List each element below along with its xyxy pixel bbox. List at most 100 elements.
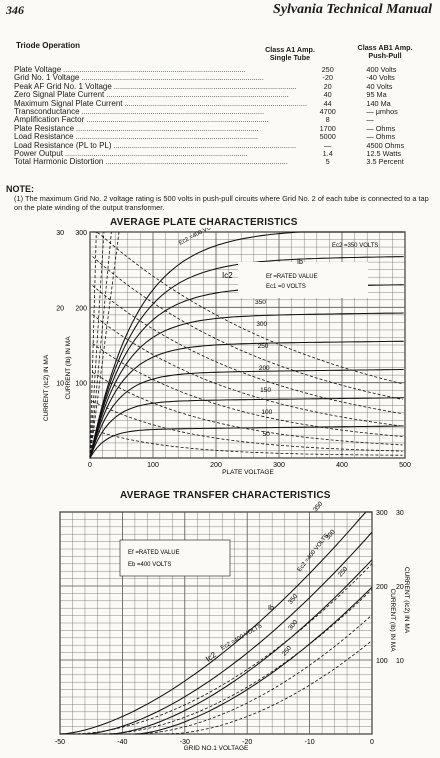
spec-value-a1: 5: [325, 157, 330, 167]
spec-label: Total Harmonic Distortion: [14, 158, 104, 167]
plate-annot-ec2-350: Ec2 =350 VOLTS: [332, 243, 378, 249]
spec-row: Load Resistance ........................…: [14, 132, 440, 142]
spec-label: Load Resistance: [14, 133, 74, 142]
spec-value-a1: 5000: [319, 132, 336, 142]
spec-label-cell: Total Harmonic Distortion ..............…: [14, 158, 307, 166]
note-heading: NOTE:: [6, 184, 34, 194]
curve-label: 50: [263, 431, 271, 438]
plate-current-curve: [134, 586, 373, 735]
y-tick-label-ib: 300: [75, 230, 87, 237]
dashed-diagonal-line: [89, 231, 112, 459]
y-tick-label-ib: 100: [376, 658, 388, 665]
spec-row: Load Resistance (PL to PL) .............…: [14, 141, 440, 150]
spec-label: Zero Signal Plate Current: [14, 91, 105, 100]
leader-dots: ........................................…: [104, 91, 289, 100]
spec-row: Power Output ...........................…: [14, 149, 440, 158]
y-tick-label-ic2: 30: [396, 510, 404, 517]
spec-row: Grid No. 1 Voltage .....................…: [14, 73, 440, 83]
plate-chart-ylabel-ic2: CURRENT (Ic2) IN MA: [43, 354, 50, 421]
plate-chart-title: AVERAGE PLATE CHARACTERISTICS: [110, 217, 298, 228]
column-header-class-ab1: Class AB1 Amp. Push-Pull: [340, 44, 430, 60]
plate-current-curve: [89, 397, 404, 459]
spec-row: Zero Signal Plate Current ..............…: [14, 90, 440, 100]
spec-label-cell: Plate Resistance .......................…: [14, 125, 307, 133]
spec-value-a1: 44: [323, 98, 332, 108]
x-tick-label: -10: [305, 739, 315, 746]
x-tick-label: 0: [88, 462, 92, 469]
spec-value-ab1: —: [366, 115, 374, 125]
screen-current-curve: [92, 343, 403, 437]
plate-chart-ylabel-ib: CURRENT (Ib) IN MA: [65, 336, 72, 400]
y-tick-label-ic2: 30: [56, 230, 64, 237]
y-tick-label-ib: 200: [75, 305, 87, 312]
x-tick-label: 300: [273, 462, 285, 469]
spec-value-a1: 8: [325, 115, 330, 125]
leader-dots: ........................................…: [79, 74, 264, 83]
x-tick-label: 500: [399, 462, 411, 469]
transfer-chart-legend-box: [119, 539, 231, 577]
spec-value-ab1: 3.5 Percent: [366, 157, 404, 167]
spec-label-cell: Transconductance .......................…: [14, 108, 307, 116]
spec-row: Plate Resistance .......................…: [14, 123, 440, 133]
column-header-ab1-line1: Class AB1 Amp.: [357, 43, 413, 52]
screen-current-curve: [72, 563, 373, 735]
spec-value-ab1: 140 Ma: [366, 98, 391, 108]
spec-label-cell: Load Resistance (PL to PL) .............…: [14, 142, 307, 150]
leader-dots: ........................................…: [111, 141, 297, 150]
spec-value-ab1: — Ohms: [366, 132, 396, 142]
curve-label: 350: [255, 299, 266, 306]
plate-chart-xlabel: PLATE VOLTAGE: [222, 469, 274, 476]
column-header-a1-line1: Class A1 Amp.: [265, 45, 315, 54]
screen-current-curve: [103, 589, 373, 735]
spec-label: Peak AF Grid No. 1 Voltage: [14, 82, 112, 91]
x-tick-label: 400: [336, 462, 348, 469]
transfer-chart-title: AVERAGE TRANSFER CHARACTERISTICS: [120, 490, 331, 501]
spec-value-a1: 20: [323, 81, 332, 91]
spec-row: Peak AF Grid No. 1 Voltage .............…: [14, 81, 440, 91]
spec-label-cell: Load Resistance ........................…: [14, 133, 307, 141]
spec-value-ab1: 400 Volts: [366, 65, 397, 74]
screen-current-curve: [92, 429, 403, 456]
x-tick-label: -30: [180, 739, 190, 746]
transfer-annot-ef: Ef =RATED VALUE: [128, 550, 180, 556]
column-header-class-a1: Class A1 Amp. Single Tube: [255, 46, 325, 62]
plate-current-curve: [89, 340, 404, 459]
spec-label-cell: Zero Signal Plate Current ..............…: [14, 91, 307, 99]
leader-dots: ........................................…: [122, 99, 307, 108]
spec-value-ab1: — Ohms: [366, 123, 396, 133]
plate-current-curve: [109, 559, 373, 735]
spec-value-a1: 4700: [319, 107, 336, 117]
leader-dots: ........................................…: [79, 108, 265, 117]
x-tick-label: 200: [210, 462, 222, 469]
spec-value-ab1: -40 Volts: [366, 73, 395, 83]
spec-label-cell: Maximum Signal Plate Current ...........…: [14, 100, 307, 108]
screen-current-curve: [166, 640, 373, 735]
y-tick-label-ic2: 20: [396, 584, 404, 591]
spec-row: Maximum Signal Plate Current ...........…: [14, 98, 440, 108]
screen-current-curve: [92, 400, 403, 452]
note-text: (1) The maximum Grid No. 2 voltage ratin…: [14, 194, 429, 212]
spec-label: Grid No. 1 Voltage: [14, 74, 80, 83]
plate-chart-legend-box: [238, 262, 368, 298]
leader-dots: ........................................…: [61, 66, 246, 74]
spec-label-cell: Power Output ...........................…: [14, 150, 307, 158]
y-tick-label-ib: 100: [75, 381, 87, 388]
spec-value-a1: 40: [323, 90, 332, 100]
section-title: Triode Operation: [16, 41, 81, 50]
leader-dots: ........................................…: [103, 158, 288, 167]
screen-current-curve: [92, 256, 403, 400]
spec-label-cell: Peak AF Grid No. 1 Voltage .............…: [14, 83, 307, 91]
x-tick-label: -40: [117, 739, 127, 746]
spec-row: Total Harmonic Distortion ..............…: [14, 157, 440, 167]
spec-row: Plate Voltage ..........................…: [14, 65, 440, 74]
x-tick-label: 100: [147, 462, 159, 469]
plate-current-curve: [89, 425, 404, 459]
leader-dots: ........................................…: [111, 82, 297, 91]
spec-label-cell: Grid No. 1 Voltage .....................…: [14, 74, 307, 82]
dashed-diagonal-line: [89, 231, 105, 459]
spec-table: Plate Voltage ..........................…: [14, 65, 440, 167]
transfer-chart-ylabel-ic2: CURRENT (Ic2) IN MA: [403, 567, 410, 634]
y-tick-label-ic2: 10: [396, 658, 404, 665]
